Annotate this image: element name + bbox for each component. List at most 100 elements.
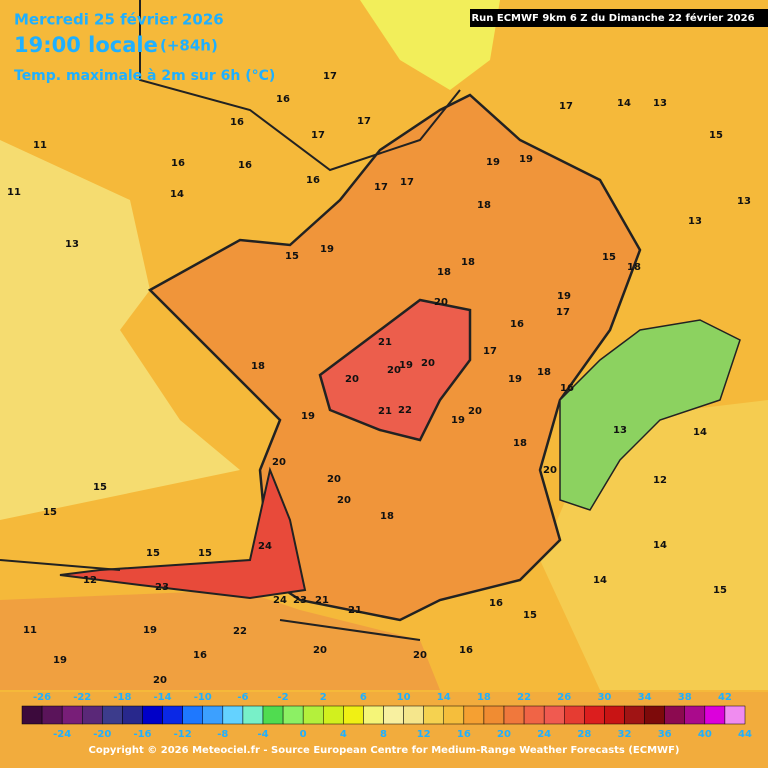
color-swatch [383, 705, 404, 725]
temp-label: 23 [155, 582, 169, 593]
temp-label: 20 [434, 297, 448, 308]
temp-label: 14 [617, 98, 631, 109]
color-swatch [82, 705, 103, 725]
temp-label: 14 [693, 427, 707, 438]
coastline [0, 559, 421, 641]
color-swatch [102, 705, 123, 725]
temp-label: 21 [348, 605, 362, 616]
temp-label: 15 [43, 507, 57, 518]
legend-tick: 6 [360, 692, 367, 703]
legend-tick: -24 [53, 729, 71, 740]
sea-zone [0, 140, 240, 520]
legend-tick: 8 [380, 729, 387, 740]
temp-label: 17 [483, 346, 497, 357]
legend-tick: 28 [577, 729, 591, 740]
warm-core [318, 298, 472, 442]
temp-label: 14 [593, 575, 607, 586]
temp-label: 16 [171, 158, 185, 169]
temp-label: 16 [459, 645, 473, 656]
temp-label: 24 [273, 595, 287, 606]
temp-label: 15 [709, 130, 723, 141]
temp-label: 19 [143, 625, 157, 636]
legend-tick: 14 [437, 692, 451, 703]
temp-label: 17 [556, 307, 570, 318]
temp-label: 21 [378, 337, 392, 348]
temp-label: 11 [7, 187, 21, 198]
legend-tick: 20 [497, 729, 511, 740]
color-swatch [443, 705, 465, 725]
time: 19:00 locale [14, 33, 158, 57]
legend-tick: 40 [698, 729, 712, 740]
temp-label: 16 [510, 319, 524, 330]
temp-label: 15 [602, 252, 616, 263]
legend-tick: 2 [320, 692, 327, 703]
alps [559, 319, 741, 511]
temp-label: 20 [468, 406, 482, 417]
temp-label: 14 [653, 540, 667, 551]
color-swatch [403, 705, 424, 725]
cool-zone [360, 0, 500, 90]
temp-label: 23 [293, 595, 307, 606]
temp-label: 17 [311, 130, 325, 141]
legend-tick: 34 [638, 692, 652, 703]
temp-label: 20 [345, 374, 359, 385]
legend-tick: 4 [340, 729, 347, 740]
temp-label: 17 [357, 116, 371, 127]
temp-label: 13 [65, 239, 79, 250]
color-swatch [162, 705, 183, 725]
color-swatch [302, 705, 324, 725]
temp-label: 11 [23, 625, 37, 636]
temp-label: 16 [238, 160, 252, 171]
legend-area [0, 692, 768, 768]
run-info: Run ECMWF 9km 6 Z du Dimanche 22 février… [471, 12, 754, 24]
legend-tick: -14 [154, 692, 172, 703]
temp-label: 19 [399, 360, 413, 371]
color-swatch [523, 705, 545, 725]
temp-label: 12 [653, 475, 667, 486]
legend-tick: -20 [93, 729, 111, 740]
temp-label: 20 [337, 495, 351, 506]
temp-label: 19 [519, 154, 533, 165]
copyright: Copyright © 2026 Meteociel.fr - Source E… [89, 745, 680, 756]
temp-label: 18 [537, 367, 551, 378]
legend-tick: 12 [417, 729, 431, 740]
color-swatch [363, 705, 384, 725]
temp-label: 19 [320, 244, 334, 255]
coastline [139, 0, 461, 172]
color-swatch [21, 705, 43, 725]
temp-label: 20 [153, 675, 167, 686]
temp-label: 13 [737, 196, 751, 207]
temp-label: 18 [251, 361, 265, 372]
legend-tick: -6 [237, 692, 248, 703]
legend-tick: 24 [537, 729, 551, 740]
color-swatch [222, 705, 244, 725]
color-swatch [343, 705, 364, 725]
legend-tick: -22 [73, 692, 91, 703]
temp-label: 15 [198, 548, 212, 559]
temp-label: 18 [627, 262, 641, 273]
temp-label: 19 [557, 291, 571, 302]
temp-label: 19 [53, 655, 67, 666]
temp-label: 20 [413, 650, 427, 661]
legend-tick: 0 [300, 729, 307, 740]
temp-label: 20 [387, 365, 401, 376]
color-swatch [704, 705, 726, 725]
color-swatch [604, 705, 625, 725]
color-swatch [182, 705, 204, 725]
legend-tick: -18 [113, 692, 131, 703]
color-swatch [584, 705, 605, 725]
color-swatch [242, 705, 264, 725]
color-swatch [202, 705, 224, 725]
temp-label: 21 [378, 406, 392, 417]
temp-label: 19 [451, 415, 465, 426]
temp-label: 16 [489, 598, 503, 609]
legend-tick: 16 [457, 729, 471, 740]
color-swatch [644, 705, 665, 725]
color-swatch [41, 705, 63, 725]
field: Temp. maximale à 2m sur 6h (°C) [14, 68, 275, 84]
color-swatch [423, 705, 444, 725]
temp-label: 19 [301, 411, 315, 422]
temp-label: 11 [33, 140, 47, 151]
temp-label: 13 [653, 98, 667, 109]
